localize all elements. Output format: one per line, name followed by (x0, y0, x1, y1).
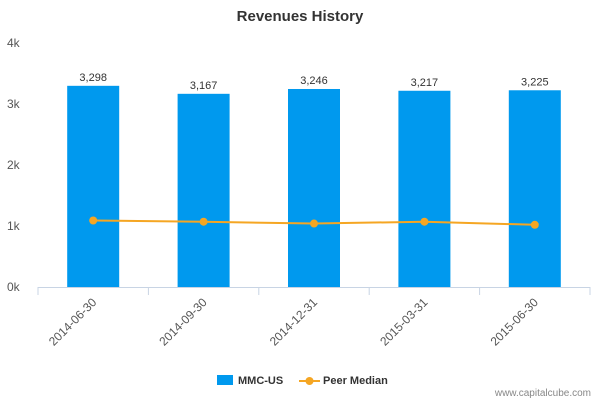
bar-2015-03-31[interactable] (398, 90, 451, 287)
x-axis: 2014-06-30 2014-09-30 2014-12-31 2015-03-31… (37, 287, 591, 349)
legend[interactable]: MMC-US Peer Median (217, 375, 388, 387)
chart-title: Revenues History (237, 8, 364, 25)
peer-median-series (89, 216, 539, 229)
legend-marker-peer-median (305, 377, 314, 385)
y-tick-label-1: 1k (7, 219, 21, 233)
data-label-2014-06-30: 3,298 (79, 72, 107, 84)
data-label-2015-03-31: 3,217 (411, 77, 439, 89)
bar-2014-06-30[interactable] (67, 85, 120, 288)
data-label-2015-06-30: 3,225 (521, 76, 549, 88)
y-tick-label-0: 0k (7, 280, 21, 294)
peer-median-point-2015-03-31[interactable] (420, 217, 429, 226)
x-tick-label-4: 2015-06-30 (488, 295, 542, 349)
legend-swatch-mmc-us (217, 375, 233, 385)
peer-median-point-2014-12-31[interactable] (310, 219, 318, 228)
bar-2015-06-30[interactable] (508, 90, 561, 288)
bar-2014-12-31[interactable] (288, 88, 340, 287)
x-tick-label-3: 2015-03-31 (377, 295, 431, 349)
watermark: www.capitalcube.com (494, 388, 591, 399)
y-tick-label-2: 2k (7, 158, 21, 172)
peer-median-point-2014-09-30[interactable] (199, 217, 208, 226)
peer-median-point-2015-06-30[interactable] (530, 220, 539, 229)
y-tick-label-4: 4k (7, 36, 21, 50)
peer-median-point-2014-06-30[interactable] (89, 216, 98, 225)
y-tick-label-3: 3k (7, 97, 21, 111)
data-labels: 3,298 3,167 3,246 3,217 3,225 (79, 72, 548, 92)
data-label-2014-09-30: 3,167 (190, 80, 218, 92)
bar-series (67, 85, 561, 288)
x-tick-label-1: 2014-09-30 (156, 295, 210, 349)
y-axis: 0k 1k 2k 3k 4k (7, 36, 21, 294)
x-tick-label-2: 2014-12-31 (267, 295, 321, 349)
bar-2014-09-30[interactable] (177, 93, 230, 287)
legend-label-mmc-us: MMC-US (238, 375, 283, 387)
legend-label-peer-median: Peer Median (323, 375, 388, 387)
x-tick-label-0: 2014-06-30 (46, 295, 100, 349)
data-label-2014-12-31: 3,246 (300, 75, 328, 87)
